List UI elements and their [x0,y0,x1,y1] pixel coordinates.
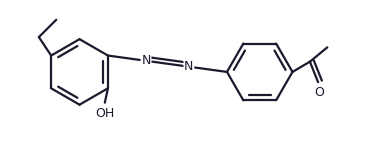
Text: N: N [141,54,151,67]
Text: N: N [184,60,194,73]
Text: O: O [314,86,324,99]
Text: OH: OH [95,107,115,120]
